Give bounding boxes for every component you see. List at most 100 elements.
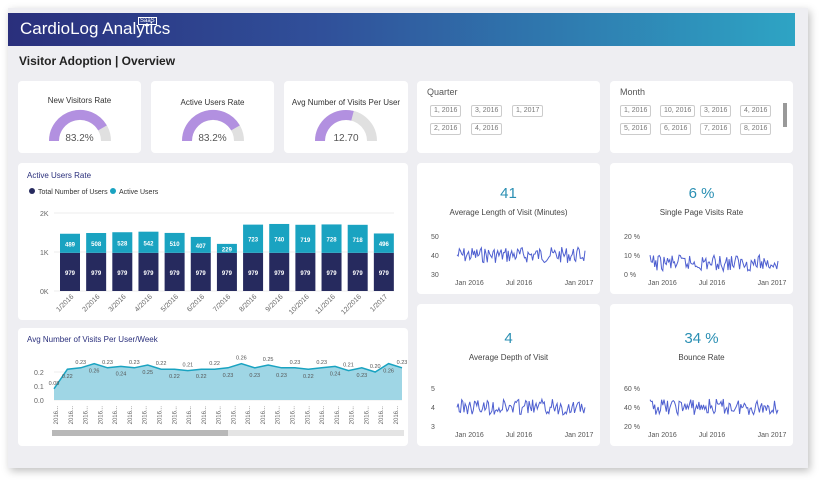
bar-total[interactable] [86,252,107,291]
metric-value: 4 [504,330,513,347]
x-tick-label: 2016... [261,406,267,425]
data-label: 979 [65,271,76,277]
gauge-chart [181,109,244,142]
data-label: 979 [353,271,364,277]
data-label: 0.22 [156,361,167,367]
bar-total[interactable] [243,252,264,291]
data-label: 0.26 [236,356,247,362]
kpi-value: 83.2% [198,133,227,144]
bar-total[interactable] [216,252,237,291]
data-label: 0.25 [263,357,274,363]
gauge-fill [181,109,240,142]
y-tick-label: 0.2 [34,370,44,377]
bar-active[interactable] [373,233,394,253]
bar-active[interactable] [190,236,211,253]
y-tick-label: 1K [40,250,49,257]
bar-total[interactable] [347,252,368,291]
data-label: 979 [274,271,285,277]
x-tick-label: 1/2016 [55,293,75,313]
x-tick-label: Jan 2017 [758,280,787,287]
data-label: 979 [143,271,154,277]
quarter-chip[interactable]: 1, 2016 [430,105,462,117]
x-tick-label: 2016... [84,406,90,425]
bar-active[interactable] [216,243,237,253]
y-tick-label: 2K [40,211,49,218]
bar-total[interactable] [112,252,133,291]
month-chip[interactable]: 7, 2016 [700,123,732,135]
y-tick-label: 20 % [624,424,640,431]
data-label: 0.24 [330,371,341,377]
bar-total[interactable] [164,252,185,291]
data-label: 979 [170,271,181,277]
legend-marker-active [110,188,116,194]
gauge-chart [314,110,377,142]
bar-active[interactable] [138,231,159,253]
data-label: 229 [222,247,233,253]
quarter-chip[interactable]: 1, 2017 [512,105,544,117]
month-chip[interactable]: 5, 2016 [620,123,652,135]
x-tick-label: Jan 2016 [455,432,484,439]
data-label: 0.25 [142,370,153,376]
month-chip[interactable]: 8, 2016 [740,123,772,135]
bar-active[interactable] [164,232,185,253]
bar-total[interactable] [269,252,290,291]
x-tick-label: 2016... [394,406,400,425]
quarter-chip[interactable]: 4, 2016 [471,123,503,135]
y-tick-label: 4 [431,405,435,412]
quarter-chip[interactable]: 2, 2016 [430,123,462,135]
bar-active[interactable] [60,233,80,253]
metric-value: 6 % [688,185,715,202]
bar-active[interactable] [269,223,290,253]
month-chip[interactable]: 4, 2016 [740,105,772,117]
sparkline [456,397,586,416]
y-tick-label: 10 % [624,253,640,260]
chart-title: Avg Number of Visits Per User/Week [27,335,158,344]
bar-total[interactable] [138,252,159,291]
bar-active[interactable] [295,224,316,253]
metric-value: 34 % [684,330,719,347]
x-tick-label: 2016... [157,406,163,425]
x-tick-label: 12/2016 [340,293,363,316]
month-chip[interactable]: 1, 2016 [620,105,652,117]
x-tick-label: Jul 2016 [506,280,533,287]
x-tick-label: Jul 2016 [699,432,726,439]
data-label: 0.20 [370,364,381,370]
data-label: 979 [248,271,259,277]
scrollbar[interactable] [783,103,787,127]
data-label: 407 [196,244,207,250]
x-tick-label: 11/2016 [314,293,337,316]
kpi-title: Avg Number of Visits Per User [291,98,401,107]
data-label: 0.23 [249,373,260,379]
bar-total[interactable] [190,252,211,291]
month-chip[interactable]: 6, 2016 [660,123,692,135]
quarter-chip[interactable]: 3, 2016 [471,105,503,117]
kpi-card-avg-visits[interactable]: Avg Number of Visits Per User 12.70 [284,81,408,153]
kpi-card-new-visitors[interactable]: New Visitors Rate 83.2% [18,81,141,153]
data-label: 979 [117,271,128,277]
data-label: 528 [117,242,128,248]
month-chip[interactable]: 3, 2016 [700,105,732,117]
data-label: 723 [248,238,259,244]
bar-active[interactable] [112,232,133,253]
bar-active[interactable] [243,224,264,253]
bar-total[interactable] [295,252,316,291]
data-label: 0.23 [102,360,113,366]
data-label: 0.23 [397,360,408,366]
kpi-card-active-users[interactable]: Active Users Rate 83.2% [151,81,274,153]
metric-label: Single Page Visits Rate [659,208,744,217]
bar-total[interactable] [373,252,394,291]
bar-total[interactable] [60,252,80,291]
bar-active[interactable] [321,224,342,253]
bar-active[interactable] [86,233,107,253]
x-tick-label: 9/2016 [265,293,285,313]
kpi-title: Active Users Rate [180,98,245,107]
header-bar: CardioLog Analytics SaaS [8,13,795,46]
bar-total[interactable] [321,252,342,291]
month-chip[interactable]: 10, 2016 [660,105,696,117]
scrollbar-thumb[interactable] [52,430,228,436]
x-tick-label: 2016... [172,406,178,425]
bar-active[interactable] [347,224,368,253]
y-tick-label: 30 [431,272,439,279]
data-label: 0.23 [356,373,367,379]
x-tick-label: Jul 2016 [506,432,533,439]
